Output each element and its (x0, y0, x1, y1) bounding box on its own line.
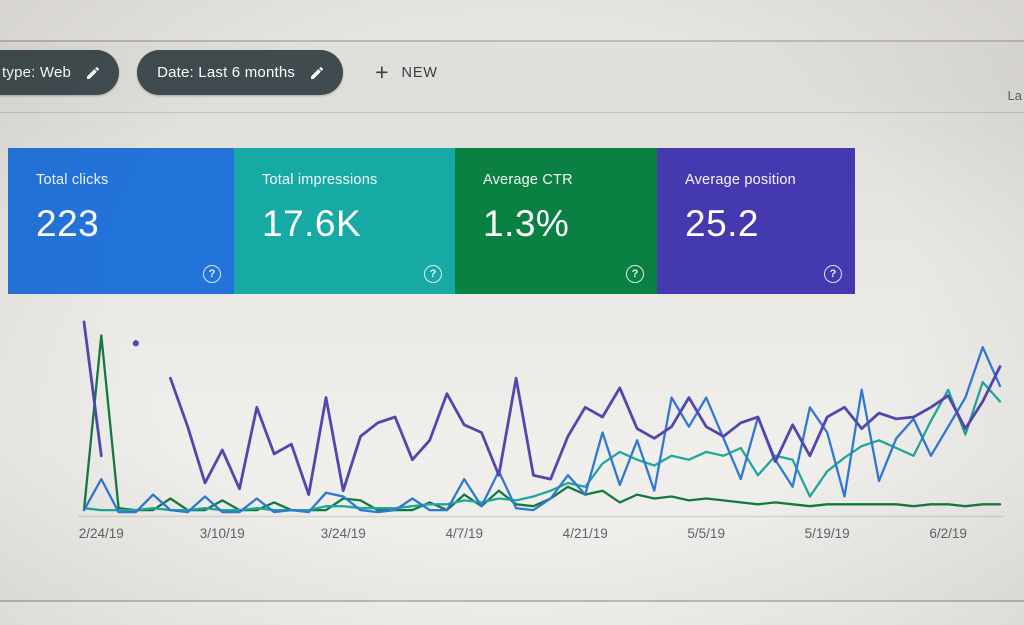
new-filter-button[interactable]: + NEW (375, 61, 438, 84)
x-axis-labels: 2/24/19 3/10/19 3/24/19 4/7/19 4/21/19 5/5/19… (58, 522, 1010, 550)
top-edge-line (0, 40, 1024, 42)
metric-label: Average CTR (483, 172, 573, 188)
bottom-edge-line (0, 600, 1024, 602)
metric-value: 1.3% (483, 203, 570, 244)
toolbar-divider (0, 112, 1024, 113)
metric-label: Total clicks (36, 172, 109, 188)
help-glyph: ? (429, 268, 437, 280)
help-icon[interactable]: ? (626, 265, 644, 283)
filter-toolbar: type: Web Date: Last 6 months + NEW (0, 50, 438, 95)
series-line-average-position (169, 365, 1002, 497)
help-icon[interactable]: ? (424, 265, 442, 283)
x-tick-label: 4/21/19 (562, 526, 608, 541)
series-line-total-clicks (82, 346, 1002, 514)
plus-icon: + (375, 59, 389, 85)
filter-chip-date-range-label: Date: Last 6 months (157, 64, 296, 81)
series-point-average-position (132, 340, 139, 347)
metric-label: Average position (685, 172, 796, 188)
help-icon[interactable]: ? (203, 265, 221, 283)
edit-pencil-icon[interactable] (85, 65, 101, 81)
x-tick-label: 5/19/19 (804, 526, 850, 541)
series-line-average-position (82, 320, 103, 458)
x-tick-label: 3/24/19 (320, 526, 366, 541)
x-tick-label: 6/2/19 (929, 526, 967, 541)
series-line-total-impressions (82, 380, 1002, 512)
filter-chip-search-type[interactable]: type: Web (0, 50, 120, 95)
performance-chart: 2/24/19 3/10/19 3/24/19 4/7/19 4/21/19 5/5/19… (58, 312, 1010, 552)
performance-line-chart[interactable] (58, 312, 1010, 518)
x-tick-label: 4/7/19 (445, 526, 483, 541)
monitor-bezel-strip (0, 602, 1024, 625)
metric-value: 223 (36, 203, 100, 244)
x-tick-label: 2/24/19 (78, 526, 124, 541)
help-glyph: ? (829, 268, 837, 280)
series-line-average-ctr (82, 334, 1002, 512)
x-tick-label: 5/5/19 (687, 526, 725, 541)
screen-top-strip (0, 0, 1024, 40)
metric-card-average-ctr[interactable]: Average CTR 1.3% ? (455, 148, 657, 294)
filter-chip-search-type-label: type: Web (2, 64, 72, 81)
x-tick-label: 3/10/19 (199, 526, 245, 541)
help-glyph: ? (208, 268, 216, 280)
filter-chip-date-range[interactable]: Date: Last 6 months (137, 50, 344, 95)
metric-value: 25.2 (685, 203, 760, 244)
help-glyph: ? (631, 268, 639, 280)
metric-card-average-position[interactable]: Average position 25.2 ? (657, 148, 855, 294)
summary-cards: Total clicks 223 ? Total impressions 17.… (8, 148, 855, 294)
edit-pencil-icon[interactable] (309, 65, 325, 81)
help-icon[interactable]: ? (824, 265, 842, 283)
metric-card-total-impressions[interactable]: Total impressions 17.6K ? (234, 148, 455, 294)
top-right-partial-text: La (1007, 88, 1022, 103)
metric-label: Total impressions (262, 172, 378, 188)
metric-card-total-clicks[interactable]: Total clicks 223 ? (8, 148, 234, 294)
new-filter-label: NEW (401, 64, 438, 81)
metric-value: 17.6K (262, 203, 362, 244)
